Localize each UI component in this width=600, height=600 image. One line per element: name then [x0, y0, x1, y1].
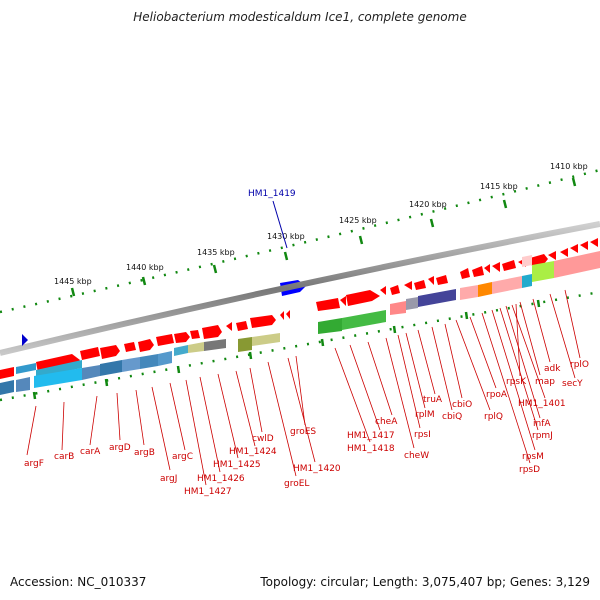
left-marker: [22, 334, 28, 346]
gene-labels: argF carB carA argD argB argJ argC HM1_1…: [24, 360, 589, 497]
gene-label: HM1_1424: [229, 447, 277, 457]
tick-label: 1410 kbp: [550, 162, 588, 171]
gene-label: argB: [134, 448, 155, 458]
gene-label: secY: [562, 379, 583, 389]
gene-label: cheW: [404, 451, 429, 461]
gene-label: carB: [54, 452, 74, 462]
major-ticks: [70, 177, 577, 297]
tick-label: 1425 kbp: [339, 216, 377, 225]
gene-label: cbiO: [452, 400, 472, 410]
gene-label: cbiQ: [442, 412, 462, 422]
feature-strip: [16, 251, 600, 377]
gene-label: rplM: [415, 410, 435, 420]
gene-label: rpsD: [519, 465, 540, 475]
map-title: Heliobacterium modesticaldum Ice1, compl…: [133, 10, 467, 24]
tick-label: 1440 kbp: [126, 263, 164, 272]
gene-label: rplQ: [484, 412, 503, 422]
inner-tick-track: [0, 290, 600, 402]
gene-label: argJ: [160, 474, 177, 484]
gene-label: cwlD: [252, 434, 274, 444]
gene-label: argF: [24, 459, 44, 469]
gene-label: HM1_1418: [347, 444, 395, 454]
gene-label: cheA: [375, 417, 398, 427]
gene-label: argC: [172, 452, 193, 462]
gene-label: HM1_1426: [197, 474, 245, 484]
tick-label: 1445 kbp: [54, 277, 92, 286]
gene-label: argD: [109, 443, 131, 453]
tick-label: 1420 kbp: [409, 200, 447, 209]
tick-label: 1435 kbp: [197, 248, 235, 257]
genome-backbone: [0, 221, 600, 356]
inner-major-ticks: [32, 299, 541, 400]
gene-label: rpsI: [414, 430, 431, 440]
gene-label: rpoA: [486, 390, 508, 400]
gene-label: infA: [533, 419, 551, 429]
gene-label: HM1_1427: [184, 487, 232, 497]
accession-text: Accession: NC_010337: [10, 575, 147, 589]
gene-label: groEL: [284, 479, 309, 489]
highlight-pointer: [272, 200, 288, 249]
gene-label: groES: [290, 427, 316, 437]
gene-label: carA: [80, 447, 101, 457]
gene-label: HM1_1425: [213, 460, 261, 470]
label-leaders: [26, 289, 581, 486]
gene-label: map: [535, 377, 555, 387]
highlight-gene-label: HM1_1419: [248, 189, 296, 199]
gene-label: HM1_1417: [347, 431, 395, 441]
gene-label: truA: [423, 395, 443, 405]
tick-label: 1430 kbp: [267, 232, 305, 241]
gene-label: adk: [544, 364, 561, 374]
gene-label: rpsK: [506, 377, 527, 387]
genome-summary-text: Topology: circular; Length: 3,075,407 bp…: [260, 575, 590, 589]
reverse-genes[interactable]: [0, 351, 172, 395]
tick-label: 1415 kbp: [480, 182, 518, 191]
gene-label: rpmJ: [532, 431, 553, 441]
gene-label: HM1_1401: [518, 399, 566, 409]
gene-label: rplO: [570, 360, 589, 370]
gene-label: HM1_1420: [293, 464, 341, 474]
gene-label: rpsM: [522, 452, 544, 462]
forward-genes[interactable]: [0, 238, 598, 379]
